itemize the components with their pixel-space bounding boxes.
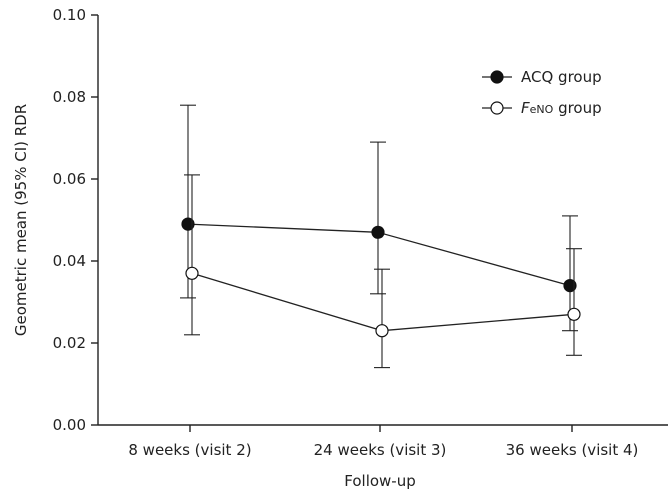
x-tick-label: 8 weeks (visit 2): [128, 441, 251, 459]
series-feno: [184, 174, 582, 369]
data-point: [563, 279, 577, 293]
data-point: [375, 324, 389, 338]
y-tick-label: 0.02: [53, 334, 86, 352]
x-axis-title: Follow-up: [344, 472, 416, 490]
x-tick-label: 24 weeks (visit 3): [314, 441, 447, 459]
x-tick-label: 36 weeks (visit 4): [506, 441, 639, 459]
legend-feno-label: FeNO group: [521, 99, 602, 117]
data-point: [371, 225, 385, 239]
legend-feno-italic: F: [521, 99, 530, 117]
y-tick-label: 0.06: [53, 170, 86, 188]
y-tick-label: 0.10: [53, 6, 86, 24]
data-point: [567, 307, 581, 321]
legend-item-acq: ACQ group: [482, 68, 602, 86]
legend-item-feno: FeNO group: [482, 99, 602, 117]
series-acq: [180, 104, 578, 332]
legend-feno-marker: [490, 101, 504, 115]
legend-feno-rest: group: [553, 99, 601, 117]
x-axis-ticks: 8 weeks (visit 2) 24 weeks (visit 3) 36 we…: [128, 425, 638, 459]
series-line: [191, 272, 575, 332]
legend: ACQ group FeNO group: [482, 68, 602, 117]
legend-acq-label: ACQ group: [521, 68, 602, 86]
y-tick-label: 0.04: [53, 252, 86, 270]
legend-feno-sub: eNO: [530, 103, 554, 116]
y-axis-title: Geometric mean (95% CI) RDR: [12, 104, 30, 336]
data-point: [185, 266, 199, 280]
y-tick-label: 0.08: [53, 88, 86, 106]
y-tick-label: 0.00: [53, 416, 86, 434]
data-point: [181, 217, 195, 231]
y-axis-ticks: 0.00 0.02 0.04 0.06 0.08 0.10: [53, 6, 98, 434]
legend-acq-marker: [490, 70, 504, 84]
plot-area: [180, 104, 582, 369]
